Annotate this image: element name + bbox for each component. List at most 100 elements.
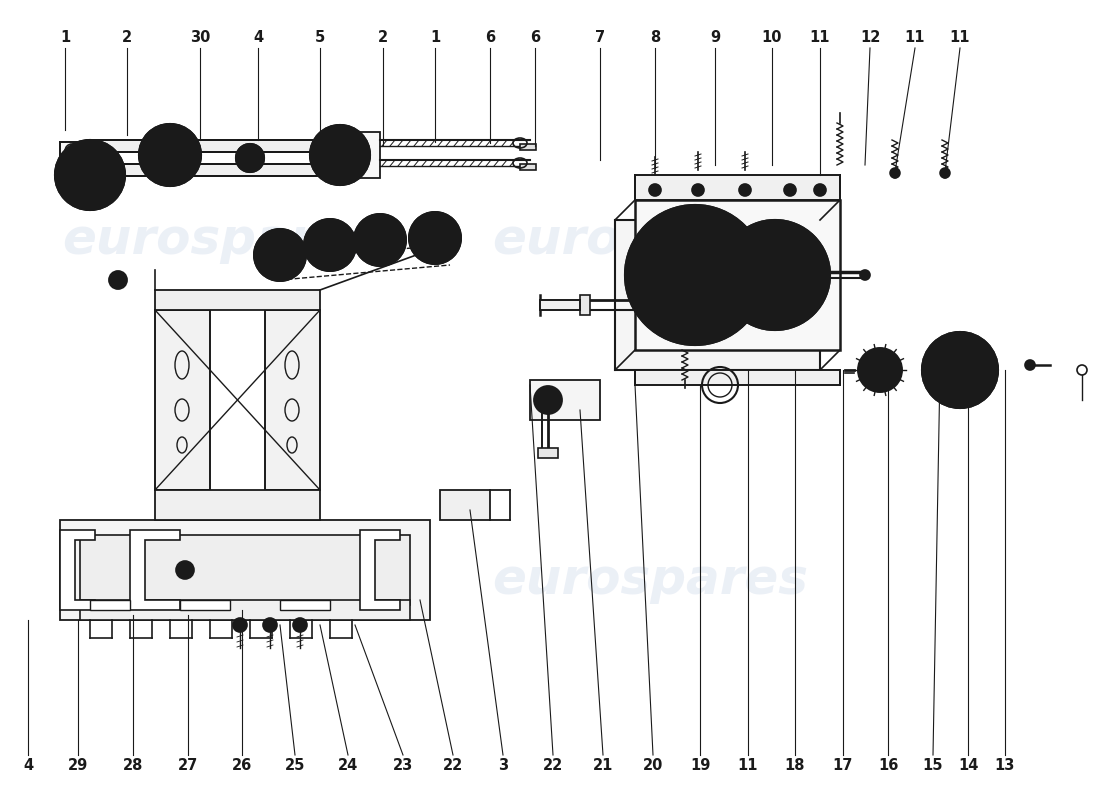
Text: 14: 14 (958, 758, 978, 773)
Text: 25: 25 (285, 758, 305, 773)
Ellipse shape (254, 229, 306, 281)
Polygon shape (520, 164, 536, 170)
Circle shape (1025, 360, 1035, 370)
Polygon shape (180, 600, 230, 610)
Text: 2: 2 (378, 30, 388, 46)
Text: 7: 7 (595, 30, 605, 46)
Text: 29: 29 (68, 758, 88, 773)
Polygon shape (80, 535, 410, 605)
Polygon shape (90, 600, 130, 610)
Circle shape (649, 184, 661, 196)
Text: 16: 16 (878, 758, 899, 773)
Text: 20: 20 (642, 758, 663, 773)
Circle shape (82, 167, 98, 183)
Circle shape (427, 230, 443, 246)
Ellipse shape (409, 212, 461, 264)
Text: 1: 1 (430, 30, 440, 46)
Text: 11: 11 (738, 758, 758, 773)
Polygon shape (60, 530, 95, 610)
Text: 10: 10 (761, 30, 782, 46)
Ellipse shape (304, 219, 356, 271)
Text: 30: 30 (190, 30, 210, 46)
Polygon shape (60, 520, 430, 620)
Circle shape (666, 245, 725, 305)
Circle shape (972, 346, 984, 358)
Polygon shape (540, 300, 580, 310)
Text: 17: 17 (833, 758, 854, 773)
Text: 12: 12 (860, 30, 880, 46)
Text: 11: 11 (810, 30, 830, 46)
Polygon shape (615, 220, 820, 370)
Text: 1: 1 (59, 30, 70, 46)
Text: 28: 28 (123, 758, 143, 773)
Text: eurospares: eurospares (492, 556, 808, 604)
Text: 8: 8 (650, 30, 660, 46)
Circle shape (936, 382, 947, 394)
Text: 4: 4 (253, 30, 263, 46)
Circle shape (333, 148, 346, 162)
Circle shape (922, 332, 998, 408)
Circle shape (739, 184, 751, 196)
Polygon shape (336, 132, 380, 178)
Ellipse shape (354, 214, 406, 266)
Circle shape (176, 561, 194, 579)
Text: eurospares: eurospares (492, 216, 808, 264)
Text: 13: 13 (994, 758, 1015, 773)
Circle shape (163, 148, 177, 162)
Polygon shape (440, 490, 490, 520)
Circle shape (372, 232, 388, 248)
Text: 11: 11 (949, 30, 970, 46)
Circle shape (757, 257, 793, 293)
Circle shape (890, 168, 900, 178)
Text: 19: 19 (690, 758, 711, 773)
Polygon shape (90, 164, 350, 176)
Circle shape (858, 348, 902, 392)
Circle shape (784, 184, 796, 196)
Text: 4: 4 (23, 758, 33, 773)
Circle shape (814, 184, 826, 196)
Text: 23: 23 (393, 758, 414, 773)
Polygon shape (130, 530, 180, 610)
Circle shape (720, 220, 830, 330)
Polygon shape (155, 310, 210, 490)
Circle shape (688, 267, 703, 283)
Circle shape (293, 618, 307, 632)
Polygon shape (155, 490, 320, 520)
Polygon shape (530, 380, 600, 420)
Circle shape (860, 270, 870, 280)
Polygon shape (360, 530, 400, 610)
Text: 5: 5 (315, 30, 326, 46)
Circle shape (936, 346, 947, 358)
Polygon shape (280, 600, 330, 610)
Text: 9: 9 (710, 30, 720, 46)
Text: 2: 2 (122, 30, 132, 46)
Polygon shape (90, 140, 350, 152)
Polygon shape (538, 448, 558, 458)
Circle shape (263, 618, 277, 632)
Polygon shape (635, 175, 840, 200)
Polygon shape (60, 142, 100, 160)
Polygon shape (635, 200, 840, 350)
Text: 22: 22 (443, 758, 463, 773)
Text: 24: 24 (338, 758, 359, 773)
Ellipse shape (139, 124, 201, 186)
Text: eurospares: eurospares (62, 216, 378, 264)
Text: 6: 6 (485, 30, 495, 46)
Polygon shape (155, 290, 320, 310)
Text: 22: 22 (543, 758, 563, 773)
Polygon shape (635, 370, 840, 385)
Circle shape (940, 168, 950, 178)
Text: 3: 3 (498, 758, 508, 773)
Polygon shape (265, 310, 320, 490)
Circle shape (948, 358, 972, 382)
Circle shape (109, 271, 126, 289)
Text: 21: 21 (593, 758, 613, 773)
Polygon shape (80, 600, 410, 620)
Circle shape (972, 382, 984, 394)
Circle shape (322, 237, 338, 253)
Text: 11: 11 (904, 30, 925, 46)
Circle shape (233, 618, 248, 632)
Ellipse shape (55, 140, 125, 210)
Text: 27: 27 (178, 758, 198, 773)
Text: eurospares: eurospares (62, 556, 378, 604)
